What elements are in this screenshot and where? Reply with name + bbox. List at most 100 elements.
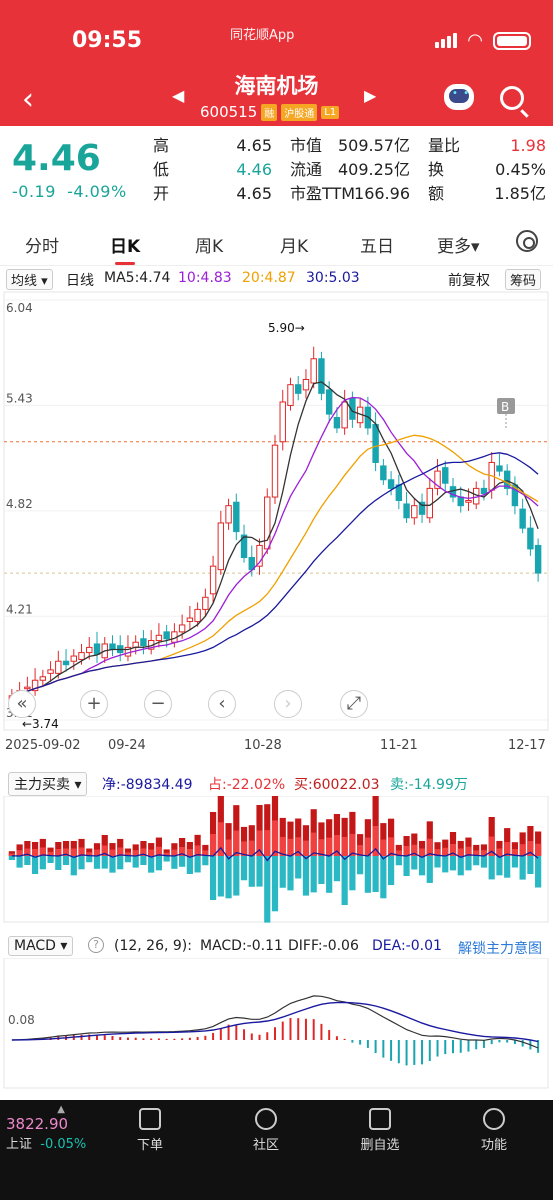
open-label: 开 xyxy=(153,184,170,203)
mcap-value: 509.57亿 xyxy=(338,136,410,155)
candle-body xyxy=(209,565,217,595)
sell-bar xyxy=(233,856,240,896)
bottom-bar: ▲ 3822.90 上证 -0.05% 下单 社区 删自选 功能 xyxy=(0,1100,553,1200)
tab-daily[interactable]: 日K xyxy=(110,237,141,257)
sell-bar xyxy=(217,856,224,897)
scroll-left-button[interactable]: « xyxy=(8,690,36,718)
prev-button[interactable]: ‹ xyxy=(208,690,236,718)
next-button[interactable]: › xyxy=(274,690,302,718)
candle-body xyxy=(47,669,54,674)
buy-bar xyxy=(264,804,271,856)
zoom-in-button[interactable]: + xyxy=(80,690,108,718)
zoom-out-button[interactable]: − xyxy=(144,690,172,718)
macd-params: (12, 26, 9): xyxy=(114,938,192,954)
sell-bar xyxy=(240,856,248,881)
sell-bar xyxy=(78,856,85,870)
sell-bar xyxy=(449,856,457,871)
sell-bar xyxy=(179,856,186,867)
tab-five-day[interactable]: 五日 xyxy=(360,237,394,257)
buy-bar-inner xyxy=(310,832,317,856)
unlock-link[interactable]: 解锁主力意图 xyxy=(458,941,542,957)
buy-bar-inner xyxy=(302,840,310,856)
candle-body xyxy=(442,467,449,484)
adjust-mode[interactable]: 前复权 xyxy=(448,273,490,289)
buy-bar xyxy=(496,840,503,856)
tab-monthly[interactable]: 月K xyxy=(280,237,309,257)
index-pct: -0.05% xyxy=(40,1137,87,1152)
community-button[interactable]: 社区 xyxy=(226,1108,306,1153)
sell-bar xyxy=(248,856,255,887)
tag-margin: 融 xyxy=(261,103,278,121)
change-value: -0.19 xyxy=(12,182,56,201)
buy-bar-inner xyxy=(194,845,201,856)
buy-bar xyxy=(194,834,201,856)
order-button[interactable]: 下单 xyxy=(110,1108,190,1153)
status-time: 09:55 xyxy=(72,28,143,53)
remove-watchlist-button[interactable]: 删自选 xyxy=(340,1108,420,1153)
sell-bar xyxy=(171,856,178,869)
buy-bar-inner xyxy=(78,847,85,856)
fullscreen-button[interactable]: ⤢ xyxy=(340,690,368,718)
high-annotation: 5.90→ xyxy=(268,321,305,335)
buy-bar-inner xyxy=(480,850,488,856)
chip-distribution-button[interactable]: 筹码 xyxy=(505,269,542,290)
dea-line xyxy=(11,1001,539,1043)
sell-bar xyxy=(194,856,201,873)
buy-bar-inner xyxy=(248,840,255,856)
money-flow-select[interactable]: 主力买卖 ▾ xyxy=(8,772,88,796)
sell-bar xyxy=(434,856,441,868)
help-icon[interactable]: ? xyxy=(88,937,104,953)
kline-chart[interactable]: 6.045.434.824.213.615.90→←3.74B xyxy=(0,290,553,738)
tab-more[interactable]: 更多▾ xyxy=(437,237,480,257)
sell-bar xyxy=(496,856,503,876)
buy-bar-inner xyxy=(171,849,178,856)
buy-bar-inner xyxy=(39,847,46,856)
candle-body xyxy=(70,655,77,662)
buy-bar-inner xyxy=(473,850,480,856)
quote-values-1: 4.65 4.46 4.65 xyxy=(234,134,272,206)
candle-body xyxy=(527,527,534,550)
tab-weekly[interactable]: 周K xyxy=(195,237,224,257)
buy-bar-inner xyxy=(395,850,402,856)
sell-bar xyxy=(442,856,449,873)
functions-button[interactable]: 功能 xyxy=(454,1108,534,1153)
ma20-value: 20:4.87 xyxy=(242,270,296,286)
candle-body xyxy=(318,358,325,394)
candle-body xyxy=(325,389,333,415)
community-icon xyxy=(255,1108,277,1130)
settings-icon[interactable] xyxy=(516,230,538,252)
sell-bar xyxy=(47,856,54,863)
sell-bar xyxy=(55,856,62,870)
amt-label: 额 xyxy=(428,184,445,203)
sell-bar xyxy=(310,856,317,893)
tab-intraday[interactable]: 分时 xyxy=(25,237,59,257)
quote-panel: 4.46 -0.19 -4.09% 高 低 开 4.65 4.46 4.65 市… xyxy=(0,126,553,216)
buy-bar-inner xyxy=(55,849,62,856)
search-icon[interactable] xyxy=(500,86,524,110)
candle-body xyxy=(310,358,317,384)
status-icons: ◠ xyxy=(435,30,531,51)
buy-bar-inner xyxy=(101,845,108,856)
assistant-robot-icon[interactable] xyxy=(444,84,474,110)
sell-bar xyxy=(411,856,418,870)
buy-bar-inner xyxy=(349,833,356,856)
sell-bar xyxy=(465,856,472,871)
money-frame xyxy=(3,796,549,923)
index-ticker[interactable]: ▲ 3822.90 上证 -0.05% xyxy=(6,1104,86,1152)
buy-bar-inner xyxy=(418,848,426,856)
next-stock-button[interactable]: ▶ xyxy=(364,86,377,105)
prev-stock-button[interactable]: ◀ xyxy=(172,86,185,105)
money-flow-chart xyxy=(3,796,549,923)
buy-bar-inner xyxy=(186,849,193,856)
buy-bar-inner xyxy=(217,822,224,856)
money-flow-header: 主力买卖 ▾ 净:-89834.49 占:-22.02% 买:60022.03 … xyxy=(0,770,553,796)
ma-legend-row: 均线 ▾ 日线 MA5:4.74 10:4.83 20:4.87 30:5.03… xyxy=(0,266,553,290)
money-sell: 卖:-14.99万 xyxy=(390,777,468,793)
candle-body xyxy=(295,384,302,394)
macd-select[interactable]: MACD ▾ xyxy=(8,936,74,956)
buy-bar-inner xyxy=(372,826,379,856)
indicator-select[interactable]: 均线 ▾ xyxy=(6,269,53,290)
buy-bar xyxy=(93,843,101,856)
ma5-line xyxy=(11,381,539,697)
back-button[interactable]: ‹ xyxy=(22,82,34,117)
